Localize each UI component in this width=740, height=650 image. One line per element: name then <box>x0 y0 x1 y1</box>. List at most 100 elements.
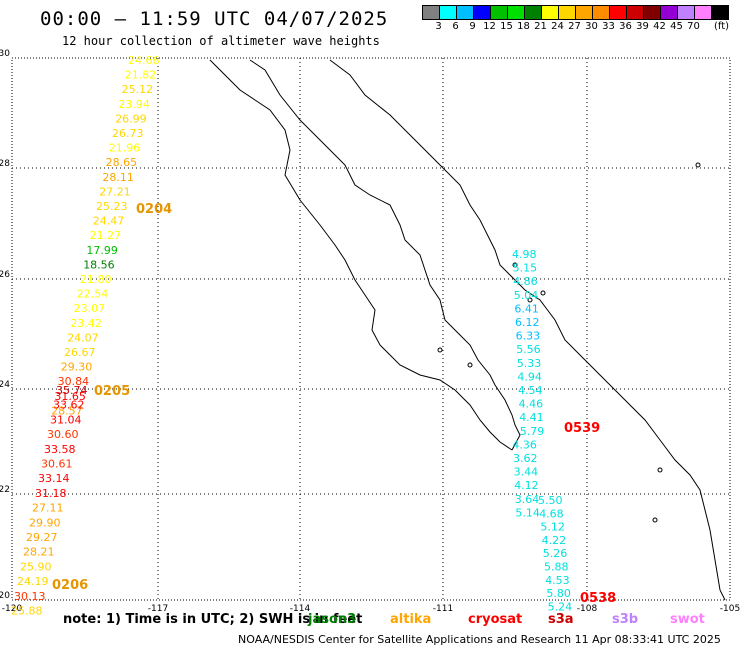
lon-tick-label: -117 <box>148 604 168 614</box>
colorbar-label: 33 <box>602 21 615 32</box>
swh-value-label: 30.84 <box>58 375 90 388</box>
swh-value-label: 35.74 <box>56 384 88 397</box>
swh-value-label: 26.67 <box>64 346 96 359</box>
swh-value-label: 23.94 <box>118 98 149 111</box>
swh-value-label: 5.88 <box>544 561 569 574</box>
swh-value-label: 6.12 <box>515 316 540 329</box>
swh-value-label: 3.64 <box>515 493 540 506</box>
swh-value-label: 5.50 <box>538 494 563 507</box>
swh-value-label: 30.60 <box>47 428 79 441</box>
footer-credit: NOAA/NESDIS Center for Satellite Applica… <box>238 633 721 646</box>
swh-value-label: 27.21 <box>99 185 131 198</box>
swh-value-label: 4.46 <box>519 398 544 411</box>
island <box>437 347 443 353</box>
island <box>540 290 546 296</box>
swh-value-label: 23.07 <box>74 302 106 315</box>
swh-value-label: 23.42 <box>70 317 102 330</box>
legend-item-altika: altika <box>390 612 432 627</box>
swh-value-label: 25.23 <box>96 200 128 213</box>
lat-tick-label: 30 <box>0 49 10 59</box>
swh-value-label: 4.41 <box>519 411 544 424</box>
swh-value-label: 17.99 <box>86 244 118 257</box>
swh-value-label: 6.33 <box>516 330 541 343</box>
swh-value-label: 18.56 <box>83 258 115 271</box>
colorbar-unit: (ft) <box>714 21 730 32</box>
lon-tick-label: -120 <box>2 604 23 614</box>
track-time-label: 0206 <box>52 578 88 593</box>
colorbar-label: 45 <box>670 21 683 32</box>
lon-tick-label: -105 <box>720 604 740 614</box>
mainland-coastline <box>329 59 726 601</box>
swh-value-label: 30.13 <box>14 590 46 603</box>
island <box>467 362 473 368</box>
swh-value-label: 22.54 <box>77 288 109 301</box>
colorbar-swatch <box>711 5 729 20</box>
swh-value-label: 4.22 <box>542 534 567 547</box>
swh-value-label: 24.66 <box>128 54 160 67</box>
track-time-label: 0205 <box>94 384 130 399</box>
swh-value-label: 24.07 <box>67 331 99 344</box>
colorbar-label: 12 <box>483 21 496 32</box>
swh-value-label: 33.14 <box>38 472 70 485</box>
swh-value-label: 4.54 <box>518 384 543 397</box>
swh-value-label: 4.94 <box>517 370 542 383</box>
baja-west-coastline <box>209 59 513 451</box>
swh-value-label: 26.99 <box>115 112 147 125</box>
swh-value-label: 25.90 <box>20 560 52 573</box>
swh-value-label: 5.12 <box>540 521 565 534</box>
swh-value-label: 21.80 <box>80 273 112 286</box>
swh-value-label: 3.44 <box>514 466 539 479</box>
swh-value-label: 4.36 <box>512 438 537 451</box>
track-time-label: 0204 <box>136 202 172 217</box>
swh-value-label: 5.14 <box>515 506 540 519</box>
lat-tick-label: 26 <box>0 270 10 280</box>
island <box>527 297 533 303</box>
swh-value-label: 25.12 <box>122 83 154 96</box>
colorbar <box>422 5 729 20</box>
swh-value-label: 29.30 <box>61 361 93 374</box>
lat-tick-label: 28 <box>0 159 10 169</box>
swh-value-label: 28.11 <box>102 171 133 184</box>
swh-value-label: 21.27 <box>90 229 122 242</box>
swh-value-label: 4.53 <box>545 574 570 587</box>
swh-value-label: 5.04 <box>514 289 539 302</box>
track-time-label: 0538 <box>580 591 616 606</box>
lon-tick-label: -108 <box>577 604 598 614</box>
swh-value-label: 24.19 <box>17 575 49 588</box>
colorbar-label: 42 <box>653 21 666 32</box>
colorbar-label: 39 <box>636 21 649 32</box>
swh-value-label: 4.68 <box>539 507 564 520</box>
lat-tick-label: 24 <box>0 380 10 390</box>
swh-value-label: 31.65 <box>54 390 86 403</box>
swh-value-label: 28.21 <box>23 546 55 559</box>
colorbar-label: 18 <box>517 21 530 32</box>
legend-item-swot: swot <box>670 612 705 627</box>
colorbar-label: 27 <box>568 21 581 32</box>
colorbar-label: 36 <box>619 21 632 32</box>
swh-value-label: 5.33 <box>517 357 542 370</box>
island <box>657 467 663 473</box>
swh-value-label: 25.88 <box>11 605 43 618</box>
swh-value-label: 29.27 <box>26 531 58 544</box>
swh-value-label: 21.96 <box>109 142 141 155</box>
colorbar-label: 70 <box>687 21 700 32</box>
swh-value-label: 28.57 <box>51 404 82 417</box>
baja-east-coastline <box>249 59 521 451</box>
swh-value-label: 5.26 <box>543 547 568 560</box>
legend-item-cryosat: cryosat <box>468 612 523 627</box>
legend-item-s3a: s3a <box>548 612 574 627</box>
legend-item-s3b: s3b <box>612 612 639 627</box>
swh-value-label: 6.41 <box>514 302 539 315</box>
swh-value-label: 31.18 <box>35 487 67 500</box>
lon-tick-label: -114 <box>290 604 311 614</box>
swh-value-label: 5.79 <box>520 425 545 438</box>
lon-tick-label: -111 <box>433 604 453 614</box>
swh-value-label: 3.62 <box>513 452 538 465</box>
swh-value-label: 28.65 <box>106 156 138 169</box>
swh-value-label: 5.56 <box>516 343 541 356</box>
colorbar-label: 30 <box>585 21 598 32</box>
legend-item-jason3: jason3 <box>308 612 357 627</box>
swh-value-label: 5.15 <box>513 262 538 275</box>
